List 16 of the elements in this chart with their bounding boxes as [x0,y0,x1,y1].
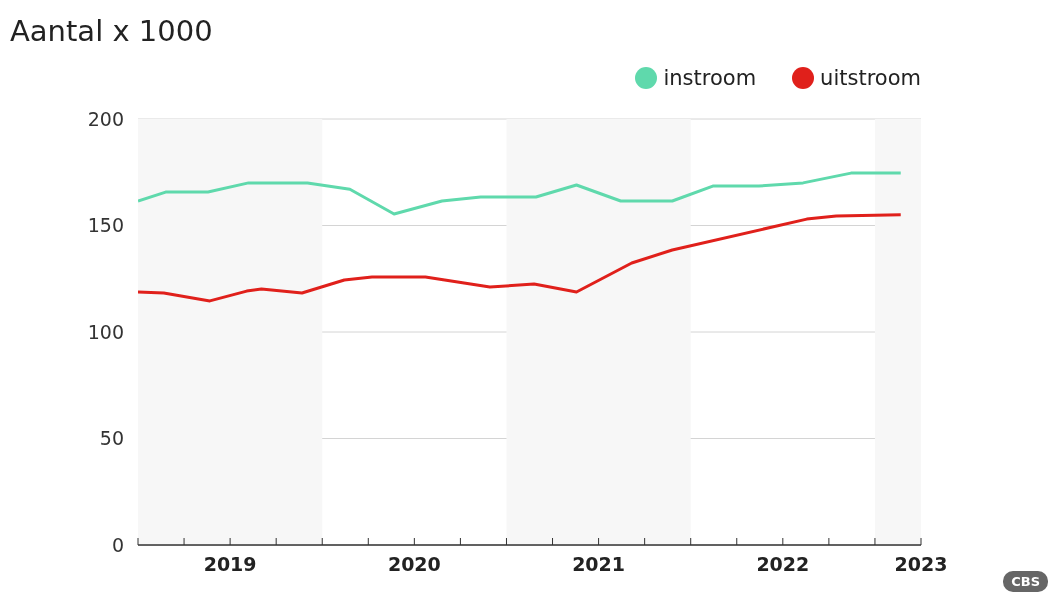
y-tick-label: 200 [87,107,124,130]
y-tick-label: 100 [87,320,124,343]
x-tick-label: 2021 [572,553,626,576]
y-tick-label: 0 [111,533,124,556]
legend-label: instroom [663,66,757,90]
line-series [138,171,903,216]
x-tick-label: 2019 [203,553,257,576]
line-series [138,213,903,303]
x-tick-label: 2020 [387,553,441,576]
x-tick-label: 2022 [756,553,810,576]
y-tick-label: 150 [87,214,124,237]
text: CBS [1003,571,1048,592]
legend-label: uitstroom [820,66,921,90]
x-tick-label: 2023 [894,553,948,576]
chart-title: Aantal x 1000 [10,14,213,48]
y-tick-label: 50 [99,427,124,450]
